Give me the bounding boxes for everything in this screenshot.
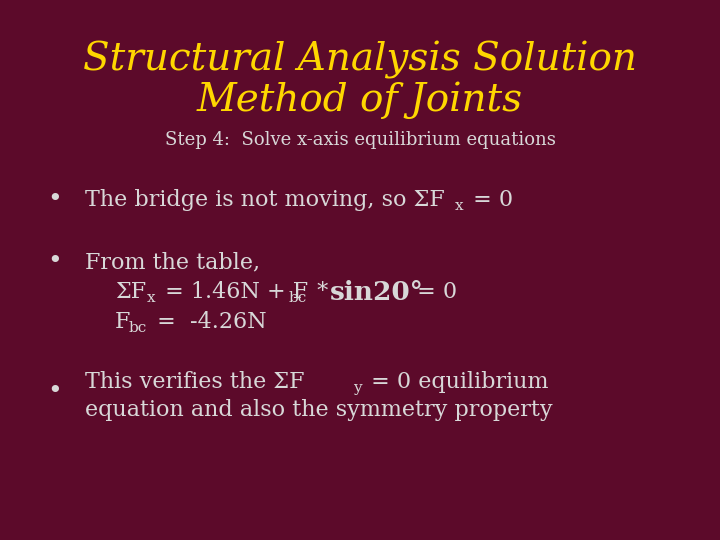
- Text: =  -4.26N: = -4.26N: [150, 311, 266, 333]
- Text: Step 4:  Solve x-axis equilibrium equations: Step 4: Solve x-axis equilibrium equatio…: [165, 131, 555, 149]
- Text: The bridge is not moving, so ΣF: The bridge is not moving, so ΣF: [85, 189, 445, 211]
- Text: x: x: [147, 291, 156, 305]
- Text: = 0: = 0: [466, 189, 513, 211]
- Text: F: F: [115, 311, 130, 333]
- Text: From the table,: From the table,: [85, 251, 260, 273]
- Text: Structural Analysis Solution: Structural Analysis Solution: [83, 41, 637, 79]
- Text: bc: bc: [289, 291, 307, 305]
- Text: = 0: = 0: [410, 281, 457, 303]
- Text: y: y: [353, 381, 361, 395]
- Text: sin20°: sin20°: [330, 280, 424, 305]
- Text: equation and also the symmetry property: equation and also the symmetry property: [85, 399, 553, 421]
- Text: Method of Joints: Method of Joints: [197, 81, 523, 119]
- Text: x: x: [455, 199, 464, 213]
- Text: = 0 equilibrium: = 0 equilibrium: [364, 371, 549, 393]
- Text: = 1.46N + F: = 1.46N + F: [158, 281, 308, 303]
- Text: •: •: [48, 188, 63, 212]
- Text: bc: bc: [129, 321, 148, 335]
- Text: •: •: [48, 251, 63, 273]
- Text: *: *: [310, 281, 336, 303]
- Text: ΣF: ΣF: [115, 281, 146, 303]
- Text: This verifies the ΣF: This verifies the ΣF: [85, 371, 305, 393]
- Text: •: •: [48, 381, 63, 403]
